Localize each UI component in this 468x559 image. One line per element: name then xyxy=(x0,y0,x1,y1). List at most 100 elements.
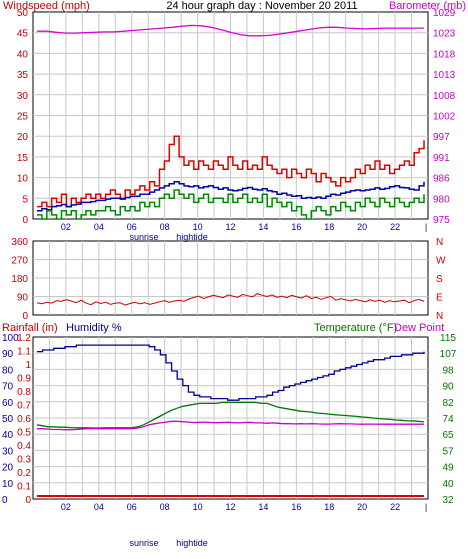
series-line-average xyxy=(37,180,425,212)
x-tick-label: 08 xyxy=(160,502,170,512)
y-tick-label-barometer: 1013 xyxy=(433,70,456,81)
x-tick-label: 12 xyxy=(225,222,235,232)
x-tick-label: 18 xyxy=(324,222,334,232)
x-tick-label: 04 xyxy=(94,222,104,232)
y-tick-label-wind: 30 xyxy=(17,91,29,102)
y-tick-label-direction: 90 xyxy=(17,293,29,304)
y-tick-label-rain: 0.6 xyxy=(17,414,31,425)
y-tick-label-temperature: 107 xyxy=(440,349,457,360)
y-tick-label-humidity: 80 xyxy=(2,365,14,376)
y-tick-label-humidity: 100 xyxy=(2,333,19,344)
y-tick-label-temperature: 49 xyxy=(442,463,454,474)
y-tick-label-rain: 0.4 xyxy=(17,441,31,452)
y-tick-label-rain: 0.1 xyxy=(17,482,31,493)
y-tick-label-rain: 0.7 xyxy=(17,401,31,412)
y-tick-label-direction: 270 xyxy=(11,256,28,267)
x-tick-label: | xyxy=(425,502,427,512)
panel-1-sunrise-label: sunrise xyxy=(129,232,158,242)
x-tick-label: 18 xyxy=(324,502,334,512)
series-line-dewpoint xyxy=(37,420,424,431)
compass-label: S xyxy=(436,274,443,285)
y-tick-label-humidity: 90 xyxy=(2,349,14,360)
x-tick-label: 02 xyxy=(61,502,71,512)
y-tick-label-direction: 180 xyxy=(11,274,28,285)
y-tick-label-humidity: 10 xyxy=(2,479,14,490)
y-tick-label-rain: 1.1 xyxy=(17,347,31,358)
x-tick-label: 14 xyxy=(258,502,268,512)
y-tick-label-humidity: 30 xyxy=(2,446,14,457)
y-tick-label-rain: 0.9 xyxy=(17,374,31,385)
x-tick-label: 22 xyxy=(390,222,400,232)
y-tick-label-barometer: 1002 xyxy=(433,112,456,123)
y-tick-label-rain: 1.2 xyxy=(17,333,31,344)
compass-label: N xyxy=(436,311,443,322)
y-tick-label-barometer: 1029 xyxy=(433,8,456,19)
y-tick-label-rain: 0.3 xyxy=(17,455,31,466)
compass-label: W xyxy=(436,256,446,267)
y-tick-label-rain: 1 xyxy=(25,360,31,371)
x-tick-label: 22 xyxy=(390,502,400,512)
y-tick-label-temperature: 65 xyxy=(442,430,454,441)
y-tick-label-wind: 15 xyxy=(17,153,29,164)
x-tick-label: 16 xyxy=(291,222,301,232)
y-tick-label-wind: 25 xyxy=(17,112,29,123)
y-tick-label-wind: 20 xyxy=(17,132,29,143)
y-tick-label-barometer: 1018 xyxy=(433,49,456,60)
y-tick-label-temperature: 90 xyxy=(442,382,454,393)
series-line-direction xyxy=(36,293,425,306)
y-tick-label-rain: 0.2 xyxy=(17,468,31,479)
y-tick-label-rain: 0.5 xyxy=(17,428,31,439)
ticks-layer: 02 04 06 08 10 12 14 16 18 20 22 |02 04 06 08 10 12 14 16 1… xyxy=(2,8,457,512)
panel-3-hightide-label: hightide xyxy=(176,538,208,548)
panel-3-humidity-label: Humidity % xyxy=(66,322,122,334)
y-tick-label-wind: 50 xyxy=(17,8,29,19)
y-tick-label-wind: 5 xyxy=(22,194,28,205)
x-tick-label: 06 xyxy=(127,502,137,512)
x-tick-label: 12 xyxy=(225,502,235,512)
y-tick-label-humidity: 60 xyxy=(2,398,14,409)
panel-3-dewpoint-label: Dew Point xyxy=(394,322,444,334)
y-tick-label-barometer: 1008 xyxy=(433,91,456,102)
y-tick-label-direction: 360 xyxy=(11,237,28,248)
y-tick-label-temperature: 40 xyxy=(442,479,454,490)
panel-3-sunrise-label: sunrise xyxy=(129,538,158,548)
y-tick-label-rain: 0.8 xyxy=(17,387,31,398)
y-tick-label-barometer: 991 xyxy=(433,153,450,164)
panel-3-rain-label: Rainfall (in) xyxy=(2,322,58,334)
y-tick-label-temperature: 74 xyxy=(442,414,454,425)
y-tick-label-temperature: 32 xyxy=(442,495,454,506)
y-tick-label-temperature: 57 xyxy=(442,446,454,457)
y-tick-label-wind: 10 xyxy=(17,174,29,185)
x-tick-label: 02 xyxy=(61,222,71,232)
y-tick-label-wind: 45 xyxy=(17,29,29,40)
series-line-gust xyxy=(37,135,425,208)
series-line-temperature xyxy=(36,401,425,429)
y-tick-label-humidity: 70 xyxy=(2,382,14,393)
x-tick-label: 08 xyxy=(160,222,170,232)
panel-1-hightide-label: hightide xyxy=(176,232,208,242)
y-tick-label-temperature: 115 xyxy=(440,333,456,344)
y-tick-label-humidity: 50 xyxy=(2,414,14,425)
y-tick-label-barometer: 1023 xyxy=(433,29,456,40)
grid-layer xyxy=(33,12,428,499)
series-line-barometer xyxy=(37,24,424,37)
x-tick-label: 06 xyxy=(127,222,137,232)
y-tick-label-humidity: 0 xyxy=(2,495,8,506)
compass-label: E xyxy=(436,293,443,304)
series-line-humidity xyxy=(37,344,425,401)
panel-1-wind-label: Windspeed (mph) xyxy=(3,0,90,12)
x-tick-label: 20 xyxy=(357,222,367,232)
y-tick-label-wind: 35 xyxy=(17,70,29,81)
y-tick-label-temperature: 82 xyxy=(442,398,454,409)
y-tick-label-barometer: 975 xyxy=(433,215,450,226)
series-line-speed xyxy=(37,189,425,220)
x-tick-label: 04 xyxy=(94,502,104,512)
x-tick-label: 16 xyxy=(291,502,301,512)
chart-title: 24 hour graph day : November 20 2011 xyxy=(166,0,357,12)
y-tick-label-barometer: 986 xyxy=(433,174,450,185)
panel-3-temp-label: Temperature (°F) xyxy=(314,322,397,334)
compass-label: N xyxy=(436,237,443,248)
series-layer xyxy=(36,24,425,497)
